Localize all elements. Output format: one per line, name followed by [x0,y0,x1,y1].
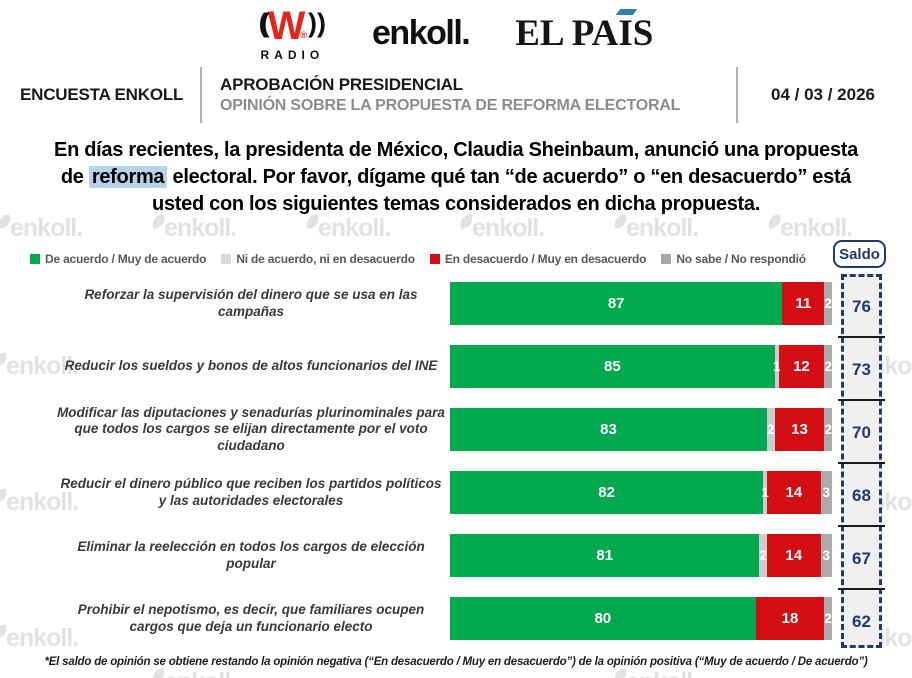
enkoll-watermark: enkoll. [458,213,545,243]
question-line: de reforma electoral. Por favor, dígame … [60,166,852,188]
disagree-segment: 13 [774,408,825,451]
saldo-column: 76 73 70 68 67 62 [838,274,885,648]
row-label: Reducir los sueldos y bonos de altos fun… [64,358,438,374]
survey-source-label: ENCUESTA ENKOLL [20,85,184,104]
enkoll-watermark: enkoll. [0,213,83,243]
neutral-segment: 2 [767,408,775,451]
row-label: Eliminar la reelección en todos los carg… [77,539,425,571]
enkoll-watermark: enkoll. [0,351,79,381]
disagree-segment: 11 [782,282,825,325]
agree-segment: 80 [450,597,756,640]
saldo-separator [838,525,885,527]
survey-question: En días recientes, la presidenta de Méxi… [0,137,912,218]
saldo-separator [838,588,885,590]
saldo-value: 70 [852,422,871,442]
no-answer-segment: 3 [820,471,832,514]
logo-row: ((W ®)) RADIO enkoll. EL PAI S [0,4,912,62]
stacked-bar: 82 1 14 3 [450,471,832,514]
row-label: Reducir el dinero público que reciben lo… [60,476,442,508]
agree-swatch-icon [30,254,40,264]
enkoll-watermark: enkoll. [0,487,79,517]
vertical-divider [200,67,202,123]
no-answer-segment: 2 [824,408,832,451]
stacked-bar-chart: Reforzar la supervisión del dinero que s… [0,272,845,650]
disagree-segment: 14 [767,534,821,577]
chart-row: Reducir el dinero público que reciben lo… [0,461,845,524]
neutral-segment: 1 [773,345,780,388]
report-date: 04 / 03 / 2026 [771,85,875,104]
question-line: usted con los siguientes temas considera… [152,193,760,215]
enkoll-watermark: enkoll. [0,623,79,653]
disagree-segment: 18 [755,597,825,640]
radio-waves-left-icon: (( [258,8,270,38]
radio-waves-right-icon: )) [308,8,327,38]
registered-mark: ® [300,30,308,40]
header-band: ENCUESTA ENKOLL APROBACIÓN PRESIDENCIAL … [20,66,892,124]
question-line: En días recientes, la presidenta de Méxi… [54,139,858,161]
agree-segment: 83 [450,408,768,451]
report-subtitle: OPINIÓN SOBRE LA PROPUESTA DE REFORMA EL… [220,97,681,114]
chart-row: Prohibir el nepotismo, es decir, que fam… [0,587,845,650]
disagree-swatch-icon [429,254,440,264]
row-label: Reforzar la supervisión del dinero que s… [84,287,418,319]
wradio-w: W [267,3,306,48]
wradio-wordmark: RADIO [260,47,325,62]
enkoll-logo: enkoll. [372,13,471,52]
legend-item-neutral: Ni de acuerdo, ni en desacuerdo [221,252,415,266]
saldo-value: 73 [852,359,871,379]
neutral-segment: 2 [759,534,768,577]
chart-row: Reducir los sueldos y bonos de altos fun… [0,335,845,398]
saldo-separator [838,462,885,464]
disagree-segment: 14 [767,471,821,514]
saldo-value: 67 [852,548,871,568]
stacked-bar: 81 2 14 3 [450,534,832,577]
agree-segment: 81 [450,534,760,577]
stacked-bar: 85 1 12 2 [450,345,832,388]
wradio-logo: ((W ®)) RADIO [259,6,326,61]
saldo-footnote: *El saldo de opinión se obtiene restando… [44,656,868,668]
agree-segment: 85 [450,345,775,388]
enkoll-watermark: enkoll. [612,213,699,243]
highlighted-word: reforma [88,166,168,188]
row-label: Modificar las diputaciones y senadurías … [57,404,445,453]
row-label: Prohibir el nepotismo, es decir, que fam… [77,602,425,634]
saldo-separator [838,399,885,401]
saldo-separator [838,336,885,338]
elpais-logo: EL PAI S [515,8,653,55]
stacked-bar: 80 18 2 [450,597,832,640]
saldo-value: 62 [852,611,871,631]
report-title: APROBACIÓN PRESIDENCIAL [220,75,463,94]
agree-segment: 82 [450,471,764,514]
stacked-bar: 87 11 2 [450,282,832,325]
no-answer-swatch-icon [661,254,672,264]
legend-item-no-answer: No sabe / No respondió [661,252,806,266]
no-answer-segment: 3 [820,534,832,577]
chart-row: Reforzar la supervisión del dinero que s… [0,272,845,335]
no-answer-segment: 2 [824,282,832,325]
chart-row: Modificar las diputaciones y senadurías … [0,398,845,461]
enkoll-watermark: enkoll. [612,667,699,678]
neutral-swatch-icon [221,254,232,264]
chart-row: Eliminar la reelección en todos los carg… [0,524,845,587]
vertical-divider [736,67,738,123]
no-answer-segment: 2 [824,597,832,640]
agree-segment: 87 [450,282,783,325]
disagree-segment: 12 [778,345,825,388]
saldo-value: 76 [852,296,871,316]
legend-item-disagree: En desacuerdo / Muy en desacuerdo [429,252,647,266]
chart-legend: De acuerdo / Muy de acuerdo Ni de acuerd… [30,252,806,266]
saldo-column-header: Saldo [833,240,886,268]
no-answer-segment: 2 [824,345,832,388]
enkoll-watermark: enkoll. [150,213,237,243]
enkoll-watermark: enkoll. [150,667,237,678]
legend-item-agree: De acuerdo / Muy de acuerdo [30,252,207,266]
enkoll-watermark: enkoll. [766,213,853,243]
saldo-value: 68 [852,485,871,505]
enkoll-watermark: enkoll. [304,213,391,243]
neutral-segment: 1 [761,471,769,514]
stacked-bar: 83 2 13 2 [450,408,832,451]
